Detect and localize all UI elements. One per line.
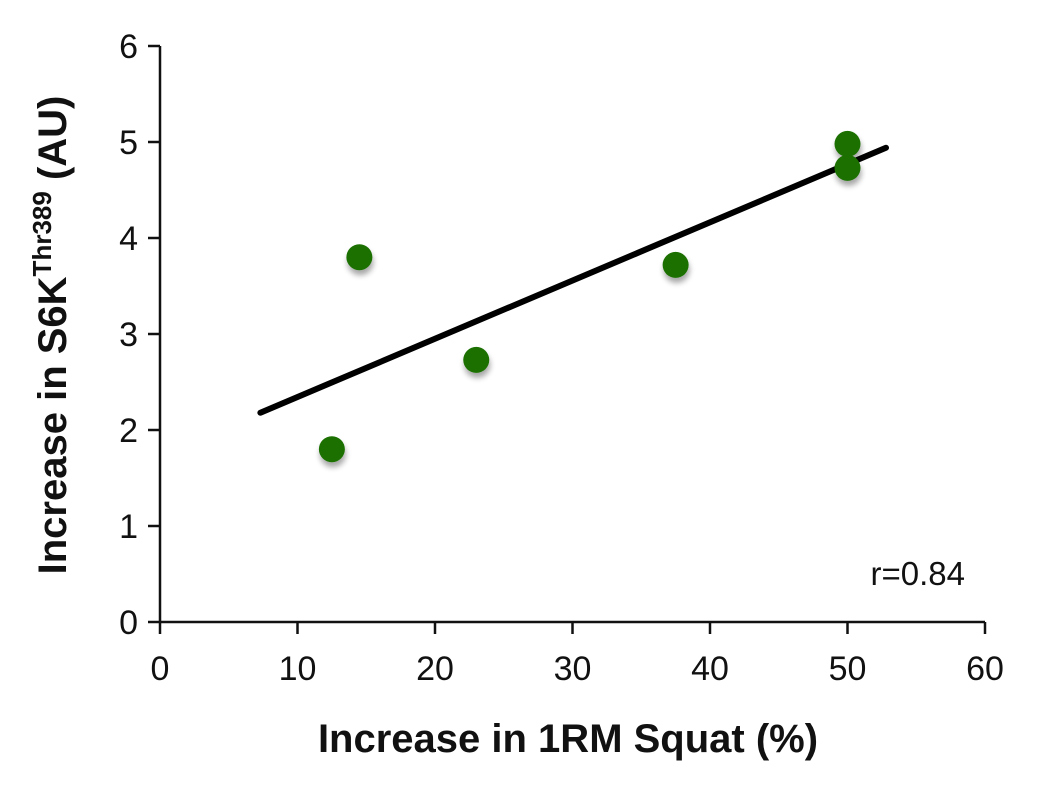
y-tick-label: 5 bbox=[119, 124, 138, 162]
data-point bbox=[834, 130, 861, 157]
x-tick-label: 60 bbox=[966, 650, 1004, 688]
data-point bbox=[346, 244, 373, 271]
x-tick-label: 40 bbox=[691, 650, 729, 688]
y-axis-title-suffix: (AU) bbox=[31, 96, 75, 192]
data-point bbox=[463, 346, 490, 373]
y-axis-ticks: 0 1 2 3 4 5 6 bbox=[119, 28, 160, 642]
data-point bbox=[662, 251, 689, 278]
y-tick-label: 4 bbox=[119, 220, 138, 258]
data-point bbox=[834, 154, 861, 181]
y-tick-label: 1 bbox=[119, 508, 138, 546]
y-tick-label: 0 bbox=[119, 604, 138, 642]
axes bbox=[158, 46, 985, 624]
trendline bbox=[257, 144, 889, 416]
y-axis-title: Increase in S6KThr389 (AU) bbox=[27, 96, 75, 575]
x-tick-label: 10 bbox=[279, 650, 317, 688]
y-tick-label: 6 bbox=[119, 28, 138, 66]
y-axis-title-superscript: Thr389 bbox=[27, 191, 57, 276]
data-point bbox=[318, 436, 345, 463]
x-tick-label: 30 bbox=[554, 650, 592, 688]
x-axis-ticks: 0 10 20 30 40 50 60 bbox=[151, 622, 1004, 688]
y-axis-title-prefix: Increase in S6K bbox=[31, 276, 75, 574]
y-tick-label: 2 bbox=[119, 412, 138, 450]
y-tick-label: 3 bbox=[119, 316, 138, 354]
x-axis-title: Increase in 1RM Squat (%) bbox=[318, 717, 818, 761]
correlation-annotation: r=0.84 bbox=[871, 555, 966, 592]
x-tick-label: 20 bbox=[416, 650, 454, 688]
x-tick-label: 50 bbox=[829, 650, 867, 688]
trendline-layer bbox=[257, 144, 889, 416]
x-tick-label: 0 bbox=[151, 650, 170, 688]
data-points bbox=[318, 130, 861, 463]
